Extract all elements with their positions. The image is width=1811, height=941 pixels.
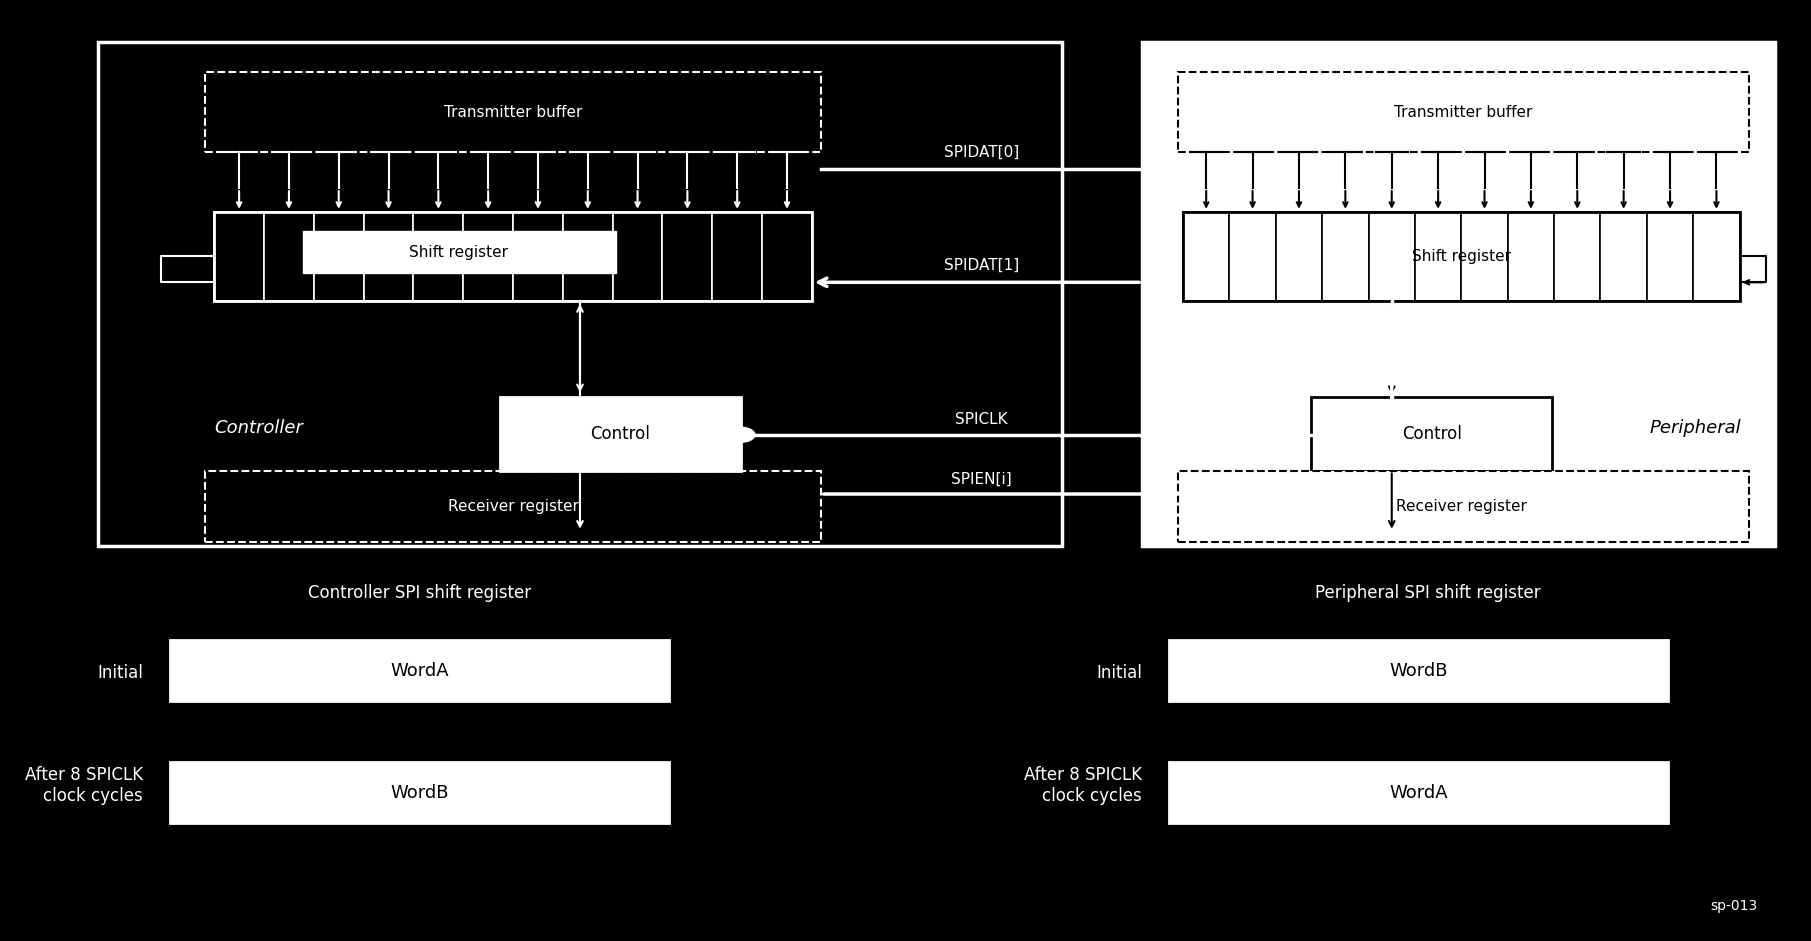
Bar xyxy=(762,212,811,301)
Text: Transmitter buffer: Transmitter buffer xyxy=(1394,105,1532,120)
FancyBboxPatch shape xyxy=(1143,42,1775,546)
Text: Shift register: Shift register xyxy=(1413,249,1510,264)
Text: After 8 SPICLK
clock cycles: After 8 SPICLK clock cycles xyxy=(25,766,143,805)
Text: sp-013: sp-013 xyxy=(1710,899,1757,913)
Bar xyxy=(1461,212,1509,301)
Text: WordB: WordB xyxy=(1389,662,1447,680)
FancyBboxPatch shape xyxy=(1311,397,1552,470)
Bar xyxy=(1601,212,1646,301)
Text: SPIEN[i]: SPIEN[i] xyxy=(951,471,1012,486)
Bar xyxy=(1693,212,1740,301)
Text: WordB: WordB xyxy=(389,784,449,803)
Text: WordA: WordA xyxy=(389,662,449,680)
FancyBboxPatch shape xyxy=(1168,640,1668,701)
Text: Shift register: Shift register xyxy=(409,245,509,260)
Bar xyxy=(612,212,663,301)
Bar xyxy=(712,212,762,301)
FancyBboxPatch shape xyxy=(170,640,670,701)
Bar xyxy=(1230,212,1275,301)
Text: SPICLK: SPICLK xyxy=(954,412,1007,427)
Bar xyxy=(513,212,563,301)
Text: Control: Control xyxy=(1402,424,1461,443)
Text: Controller: Controller xyxy=(214,419,302,438)
Text: Receiver register: Receiver register xyxy=(1396,499,1527,514)
Bar xyxy=(214,212,811,301)
FancyBboxPatch shape xyxy=(304,231,616,273)
Bar xyxy=(313,212,364,301)
Text: Control: Control xyxy=(590,424,650,443)
Circle shape xyxy=(726,427,755,442)
Bar xyxy=(563,212,612,301)
Bar xyxy=(264,212,313,301)
Bar xyxy=(1183,212,1230,301)
Bar xyxy=(1183,212,1740,301)
Text: Receiver register: Receiver register xyxy=(447,500,578,514)
Bar xyxy=(1322,212,1369,301)
Text: Transmitter buffer: Transmitter buffer xyxy=(444,105,583,120)
Text: Peripheral: Peripheral xyxy=(1650,419,1740,438)
Text: WordA: WordA xyxy=(1389,784,1447,803)
Bar xyxy=(364,212,413,301)
Text: Controller SPI shift register: Controller SPI shift register xyxy=(308,583,531,602)
Bar xyxy=(1369,212,1414,301)
FancyBboxPatch shape xyxy=(1168,762,1668,823)
Text: Peripheral SPI shift register: Peripheral SPI shift register xyxy=(1315,583,1539,602)
FancyBboxPatch shape xyxy=(500,397,741,470)
Text: SPIDAT[0]: SPIDAT[0] xyxy=(944,145,1020,160)
Bar xyxy=(413,212,464,301)
Text: Initial: Initial xyxy=(1096,663,1143,682)
Bar xyxy=(663,212,712,301)
Text: Initial: Initial xyxy=(98,663,143,682)
FancyBboxPatch shape xyxy=(1177,471,1749,542)
Text: SPIDAT[1]: SPIDAT[1] xyxy=(944,258,1020,273)
Bar xyxy=(1414,212,1461,301)
Bar xyxy=(464,212,513,301)
Text: After 8 SPICLK
clock cycles: After 8 SPICLK clock cycles xyxy=(1023,766,1143,805)
Bar xyxy=(1554,212,1601,301)
Bar xyxy=(1275,212,1322,301)
FancyBboxPatch shape xyxy=(170,762,670,823)
Bar xyxy=(1509,212,1554,301)
Bar xyxy=(1646,212,1693,301)
FancyBboxPatch shape xyxy=(98,42,1061,546)
Bar xyxy=(214,212,264,301)
